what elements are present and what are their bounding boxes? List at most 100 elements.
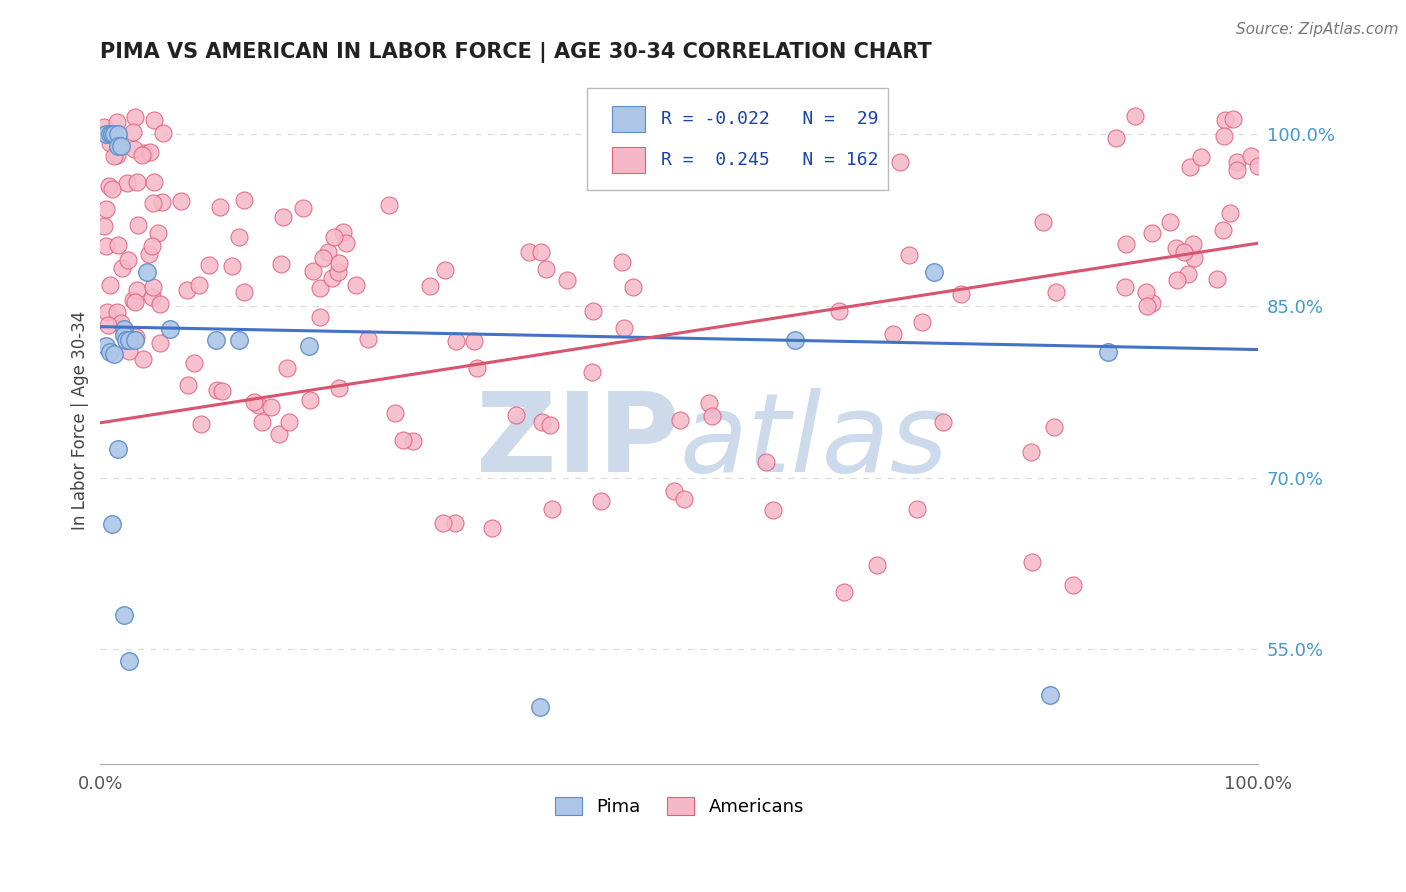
Point	[419, 278, 441, 293]
Point	[190, 417, 212, 431]
Point	[1177, 267, 1199, 281]
Point	[905, 502, 928, 516]
Point	[142, 279, 165, 293]
Point	[328, 380, 350, 394]
Point	[662, 483, 685, 498]
Point	[531, 415, 554, 429]
Point	[93, 120, 115, 134]
Point	[392, 433, 415, 447]
Point	[1212, 128, 1234, 143]
Point	[1247, 159, 1270, 173]
Point	[110, 139, 132, 153]
Point	[1182, 252, 1205, 266]
Point	[94, 239, 117, 253]
Point	[278, 416, 301, 430]
Point	[534, 262, 557, 277]
Point	[321, 270, 343, 285]
Point	[117, 343, 139, 358]
Point	[141, 290, 163, 304]
Point	[98, 136, 121, 150]
Point	[697, 396, 720, 410]
Point	[555, 273, 578, 287]
Text: atlas: atlas	[679, 388, 948, 494]
Point	[1182, 237, 1205, 252]
Point	[112, 322, 135, 336]
Point	[221, 260, 243, 274]
Point	[755, 455, 778, 469]
Point	[198, 258, 221, 272]
Point	[159, 322, 181, 336]
Point	[1021, 555, 1043, 569]
Point	[243, 395, 266, 409]
Text: R = -0.022   N =  29: R = -0.022 N = 29	[661, 110, 879, 128]
Point	[1097, 344, 1119, 359]
Point	[344, 278, 367, 293]
Point	[530, 244, 553, 259]
Point	[889, 155, 911, 169]
Point	[1140, 296, 1163, 310]
Point	[121, 125, 143, 139]
Point	[98, 128, 121, 142]
Point	[322, 230, 344, 244]
Point	[117, 253, 139, 268]
Point	[152, 126, 174, 140]
Point	[1166, 273, 1188, 287]
Point	[101, 516, 124, 531]
Point	[124, 295, 146, 310]
Point	[260, 401, 283, 415]
Point	[328, 256, 350, 270]
Point	[111, 261, 134, 276]
Point	[149, 297, 172, 311]
Point	[309, 281, 332, 295]
Text: ZIP: ZIP	[477, 388, 679, 494]
Point	[96, 202, 118, 216]
Point	[103, 149, 125, 163]
Point	[312, 252, 335, 266]
Point	[211, 384, 233, 398]
Point	[107, 139, 129, 153]
Point	[105, 304, 128, 318]
Point	[233, 285, 256, 300]
Point	[152, 194, 174, 209]
Point	[444, 516, 467, 530]
Point	[1219, 206, 1241, 220]
Point	[246, 398, 269, 412]
Point	[1135, 285, 1157, 299]
Point	[1189, 150, 1212, 164]
Point	[613, 321, 636, 335]
Point	[124, 111, 146, 125]
Point	[1213, 112, 1236, 127]
Point	[118, 334, 141, 348]
Point	[378, 198, 401, 212]
Point	[228, 230, 250, 244]
Point	[332, 225, 354, 239]
Point	[96, 305, 118, 319]
Point	[98, 344, 121, 359]
Point	[105, 115, 128, 129]
Point	[335, 235, 357, 250]
Point	[138, 247, 160, 261]
Point	[882, 326, 904, 341]
Point	[127, 283, 149, 297]
FancyBboxPatch shape	[612, 106, 644, 132]
Point	[1212, 223, 1234, 237]
Point	[402, 434, 425, 449]
Point	[298, 339, 321, 353]
Point	[122, 142, 145, 156]
Point	[271, 210, 294, 224]
Point	[127, 218, 149, 232]
Point	[131, 352, 153, 367]
Point	[1021, 445, 1043, 459]
Point	[1205, 272, 1227, 286]
Legend: Pima, Americans: Pima, Americans	[547, 789, 811, 823]
Point	[101, 181, 124, 195]
Point	[1105, 131, 1128, 145]
Point	[762, 173, 785, 187]
Text: R =  0.245   N = 162: R = 0.245 N = 162	[661, 152, 879, 169]
Point	[276, 361, 298, 376]
Point	[384, 406, 406, 420]
Point	[702, 409, 724, 423]
Point	[538, 417, 561, 432]
Point	[316, 244, 339, 259]
Point	[540, 502, 562, 516]
